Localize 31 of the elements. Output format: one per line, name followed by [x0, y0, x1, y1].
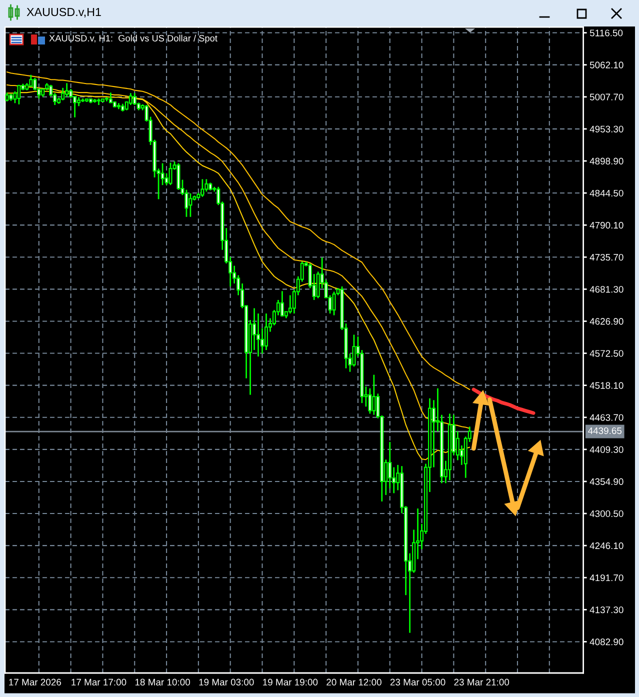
y-tick-label: 4626.90 [590, 318, 624, 325]
text: XAUUSD.v, H1: Gold vs US Dollar / Spot [49, 34, 218, 44]
y-tick-label: 4409.30 [590, 446, 624, 453]
y-tick-label: 5007.70 [590, 94, 624, 100]
y-tick-label: 4137.30 [590, 606, 624, 614]
y-tick-label: 4463.70 [590, 414, 624, 421]
y-tick-label: 4953.30 [590, 126, 624, 132]
y-tick-label: 4572.50 [590, 350, 624, 357]
y-tick-label: 4518.10 [590, 382, 624, 389]
y-tick-label: 4082.90 [590, 638, 624, 646]
x-tick-label: 17 Mar 2026 [9, 678, 62, 686]
y-tick-label: 5116.50 [590, 30, 623, 36]
y-tick-label: 4191.70 [590, 574, 624, 582]
x-tick-label: 19 Mar 19:00 [263, 678, 318, 686]
y-tick-label: 5062.10 [590, 62, 624, 68]
ref-line-label: 4439.65 [588, 427, 622, 434]
y-tick-label: 4246.10 [590, 542, 624, 550]
x-tick-label: 23 Mar 21:00 [454, 678, 510, 686]
y-tick-label: 4681.30 [590, 286, 624, 293]
y-tick-label: 4735.70 [590, 254, 624, 261]
x-tick-label: 20 Mar 12:00 [326, 678, 382, 686]
chart-title: XAUUSD.v,H1 [26, 8, 101, 18]
y-tick-label: 4898.90 [590, 158, 624, 164]
y-tick-label: 4844.50 [590, 190, 624, 197]
x-tick-label: 23 Mar 05:00 [390, 678, 446, 686]
y-tick-label: 4300.50 [590, 510, 624, 518]
y-tick-label: 4790.10 [590, 222, 624, 229]
x-tick-label: 17 Mar 17:00 [72, 678, 126, 686]
y-tick-label: 4354.90 [590, 478, 624, 485]
x-tick-label: 19 Mar 03:00 [199, 678, 254, 686]
x-tick-label: 18 Mar 10:00 [135, 678, 190, 686]
